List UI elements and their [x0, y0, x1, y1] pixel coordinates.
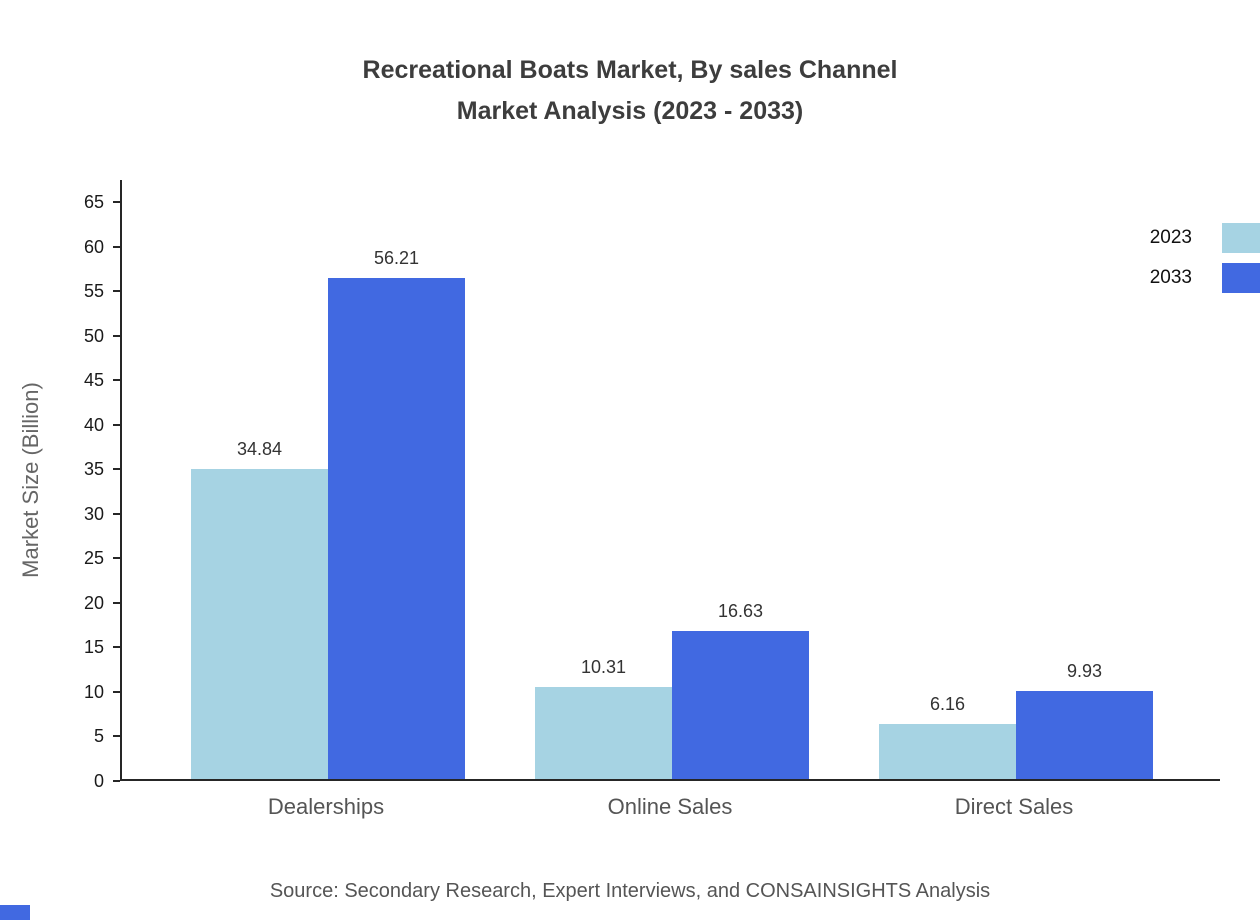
y-tick-mark [113, 468, 120, 471]
y-tick-mark [113, 735, 120, 738]
x-category-label: Dealerships [267, 794, 385, 819]
plot-area: 34.84 56.21 10.31 16.63 6.16 9.93 [120, 180, 1220, 781]
bar-rect [191, 468, 328, 779]
bar-rect [1016, 690, 1153, 779]
bar-value-label: 56.21 [373, 248, 420, 269]
bar-rect [672, 630, 809, 779]
bar-value-label: 16.63 [717, 600, 764, 621]
legend-swatch [1222, 223, 1260, 253]
y-tick-label: 45 [83, 370, 104, 391]
legend-swatch [1222, 263, 1260, 293]
y-tick-label: 65 [83, 192, 104, 212]
y-tick-label: 50 [83, 325, 104, 346]
bar-value-label: 34.84 [236, 438, 283, 459]
y-tick-mark [113, 245, 120, 248]
bar-group: 6.16 9.93 [844, 661, 1188, 779]
bar-group: 10.31 16.63 [500, 601, 844, 779]
source-caption: Source: Secondary Research, Expert Inter… [269, 880, 991, 902]
legend-label: 2023 [1149, 227, 1192, 248]
bar-2023-direct-sales: 6.16 [879, 694, 1016, 779]
y-tick-label: 35 [83, 459, 104, 480]
y-tick-label: 20 [83, 592, 104, 613]
y-tick-mark [113, 601, 120, 604]
y-tick-mark [113, 423, 120, 426]
y-tick-mark [113, 780, 120, 782]
bar-rect [879, 724, 1016, 779]
bar-value-label: 6.16 [929, 694, 966, 715]
bar-2033-online-sales: 16.63 [672, 601, 809, 779]
bar-group: 34.84 56.21 [156, 248, 500, 779]
legend-label: 2033 [1149, 267, 1192, 288]
y-tick-label: 25 [83, 548, 104, 569]
y-tick-label: 10 [83, 681, 104, 702]
y-tick-mark [113, 512, 120, 515]
x-category-label: Online Sales [607, 794, 733, 819]
y-tick-label: 15 [83, 637, 104, 658]
y-tick-label: 60 [83, 236, 104, 257]
legend-item-2023: 2023 [1150, 223, 1260, 253]
chart-title-line2: Market Analysis (2023 - 2033) [456, 97, 804, 125]
chart-title-line1: Recreational Boats Market, By sales Chan… [362, 56, 898, 84]
y-tick-label: 0 [93, 771, 104, 791]
y-tick-mark [113, 646, 120, 649]
y-tick-label: 5 [93, 726, 104, 747]
y-tick-mark [113, 379, 120, 382]
y-tick-label: 30 [83, 503, 104, 524]
bar-value-label: 10.31 [580, 657, 627, 678]
bar-groups: 34.84 56.21 10.31 16.63 6.16 9.93 [122, 180, 1220, 779]
y-tick-mark [113, 201, 120, 203]
x-category-label: Direct Sales [954, 794, 1074, 819]
y-tick-mark [113, 557, 120, 560]
y-tick-label: 55 [83, 281, 104, 302]
x-axis-labels: Dealerships Online Sales Direct Sales [120, 794, 1220, 824]
y-tick-label: 40 [83, 414, 104, 435]
bar-value-label: 9.93 [1066, 660, 1103, 681]
legend-item-2033: 2033 [1150, 263, 1260, 293]
bar-2023-online-sales: 10.31 [535, 657, 672, 779]
y-tick-mark [113, 290, 120, 293]
y-axis: 0 5 10 15 20 25 30 35 40 45 50 55 60 65 [0, 180, 120, 791]
bar-2033-direct-sales: 9.93 [1016, 661, 1153, 779]
bar-rect [535, 687, 672, 779]
bar-rect [328, 278, 465, 779]
bar-2033-dealerships: 56.21 [328, 248, 465, 779]
y-tick-mark [113, 334, 120, 337]
legend: 2023 2033 [1150, 223, 1260, 303]
bottom-left-brand-mark [0, 905, 30, 920]
bar-2023-dealerships: 34.84 [191, 439, 328, 779]
chart-title: Recreational Boats Market, By sales Chan… [0, 50, 1260, 132]
y-tick-mark [113, 690, 120, 693]
